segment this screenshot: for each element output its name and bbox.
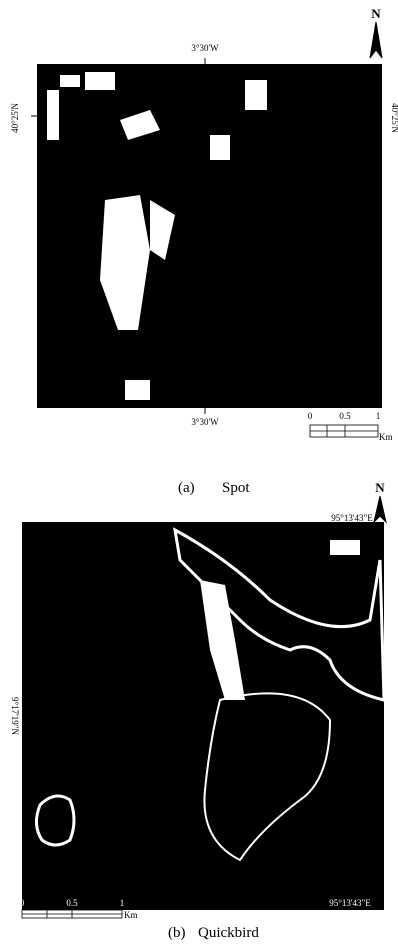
figure: 3°30'W 40°25'N 40°25'N 3°30'W N 0 0.5 1 … [0, 0, 398, 944]
scale-bar [310, 425, 378, 437]
bottom-label: 3°30'W [191, 417, 219, 427]
scale-label: 0 [308, 411, 313, 421]
panel-a: 3°30'W 40°25'N 40°25'N 3°30'W N 0 0.5 1 … [10, 6, 398, 496]
scale-label: 0.5 [339, 411, 351, 421]
spot-image [37, 64, 382, 408]
north-arrow [374, 496, 386, 522]
north-arrow [370, 22, 382, 58]
right-label: 40°25'N [390, 103, 398, 133]
top-label: 3°30'W [191, 43, 219, 53]
caption: Spot [222, 480, 250, 496]
scale-unit: Km [124, 910, 138, 920]
scale-label: 0 [20, 898, 25, 908]
north-label: N [375, 480, 385, 495]
scale-label: 1 [376, 411, 381, 421]
panel-b: 95°13'43"E 9°17'19"N 95°13'43"E N 0 0.5 … [10, 480, 386, 941]
left-label: 40°25'N [10, 103, 20, 133]
caption-letter: (b) [168, 925, 186, 941]
bottom-label: 95°13'43"E [329, 898, 371, 908]
left-label: 9°17'19"N [10, 697, 20, 735]
caption: Quickbird [198, 925, 259, 941]
scale-unit: Km [379, 432, 393, 442]
scale-label: 0.5 [66, 898, 78, 908]
top-label: 95°13'43"E [331, 513, 373, 523]
north-label: N [371, 6, 381, 21]
caption-letter: (a) [178, 480, 195, 496]
quickbird-image [22, 522, 384, 910]
scale-bar [22, 910, 122, 918]
scale-label: 1 [120, 898, 125, 908]
